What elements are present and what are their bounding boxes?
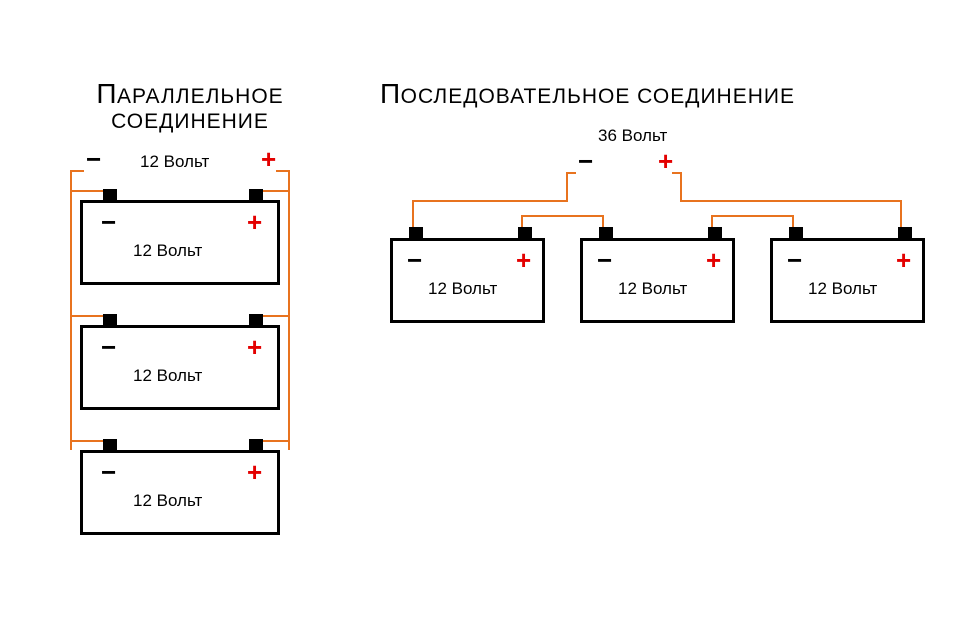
battery-label: 12 Вольт bbox=[133, 241, 202, 261]
terminal-pos bbox=[249, 189, 263, 203]
series-battery-3: − + 12 Вольт bbox=[770, 238, 925, 323]
terminal-neg bbox=[103, 189, 117, 203]
series-output-plus: + bbox=[658, 146, 673, 177]
battery-minus: − bbox=[407, 245, 422, 276]
battery-minus: − bbox=[101, 457, 116, 488]
parallel-battery-2: − + 12 Вольт bbox=[80, 325, 280, 410]
series-battery-2: − + 12 Вольт bbox=[580, 238, 735, 323]
series-link12-h bbox=[521, 215, 604, 217]
terminal-neg bbox=[103, 314, 117, 328]
battery-label: 12 Вольт bbox=[428, 279, 497, 299]
series-link23-h bbox=[711, 215, 794, 217]
parallel-b3-left-h bbox=[70, 440, 107, 442]
series-out-left-h bbox=[412, 200, 568, 202]
series-output-minus: − bbox=[578, 146, 593, 177]
series-out-left-v bbox=[566, 172, 568, 202]
series-title-rest: ОСЛЕДОВАТЕЛЬНОЕ СОЕДИНЕНИЕ bbox=[401, 85, 795, 108]
terminal-neg bbox=[789, 227, 803, 241]
battery-minus: − bbox=[787, 245, 802, 276]
battery-minus: − bbox=[597, 245, 612, 276]
series-out-right-h bbox=[680, 200, 902, 202]
battery-plus: + bbox=[896, 245, 911, 276]
parallel-left-bus bbox=[70, 170, 72, 450]
battery-minus: − bbox=[101, 332, 116, 363]
parallel-b1-left-h bbox=[70, 190, 107, 192]
terminal-neg bbox=[409, 227, 423, 241]
parallel-top-right-stub bbox=[276, 170, 290, 172]
terminal-pos bbox=[249, 439, 263, 453]
series-title-cap: П bbox=[380, 78, 401, 109]
parallel-title: ПАРАЛЛЕЛЬНОЕ СОЕДИНЕНИЕ bbox=[60, 78, 320, 134]
battery-label: 12 Вольт bbox=[618, 279, 687, 299]
terminal-pos bbox=[518, 227, 532, 241]
terminal-neg bbox=[599, 227, 613, 241]
terminal-pos bbox=[249, 314, 263, 328]
series-title: ПОСЛЕДОВАТЕЛЬНОЕ СОЕДИНЕНИЕ bbox=[380, 78, 910, 110]
series-battery-1: − + 12 Вольт bbox=[390, 238, 545, 323]
battery-plus: + bbox=[247, 457, 262, 488]
battery-label: 12 Вольт bbox=[133, 491, 202, 511]
series-out-right-v bbox=[680, 172, 682, 202]
battery-plus: + bbox=[247, 332, 262, 363]
battery-label: 12 Вольт bbox=[133, 366, 202, 386]
battery-plus: + bbox=[516, 245, 531, 276]
battery-plus: + bbox=[247, 207, 262, 238]
terminal-pos bbox=[898, 227, 912, 241]
battery-label: 12 Вольт bbox=[808, 279, 877, 299]
series-out-right-drop bbox=[900, 200, 902, 228]
parallel-right-bus bbox=[288, 170, 290, 450]
parallel-output-label: 12 Вольт bbox=[140, 152, 209, 172]
battery-plus: + bbox=[706, 245, 721, 276]
parallel-title-cap: П bbox=[96, 78, 117, 109]
parallel-output-plus: + bbox=[261, 144, 276, 175]
terminal-neg bbox=[103, 439, 117, 453]
parallel-b2-left-h bbox=[70, 315, 107, 317]
parallel-top-left-stub bbox=[70, 170, 84, 172]
terminal-pos bbox=[708, 227, 722, 241]
battery-minus: − bbox=[101, 207, 116, 238]
parallel-battery-1: − + 12 Вольт bbox=[80, 200, 280, 285]
parallel-title-rest2: СОЕДИНЕНИЕ bbox=[111, 110, 269, 133]
series-out-left-drop bbox=[412, 200, 414, 228]
series-output-label: 36 Вольт bbox=[598, 126, 667, 146]
parallel-title-rest1: АРАЛЛЕЛЬНОЕ bbox=[117, 85, 284, 108]
parallel-battery-3: − + 12 Вольт bbox=[80, 450, 280, 535]
parallel-output-minus: − bbox=[86, 144, 101, 175]
